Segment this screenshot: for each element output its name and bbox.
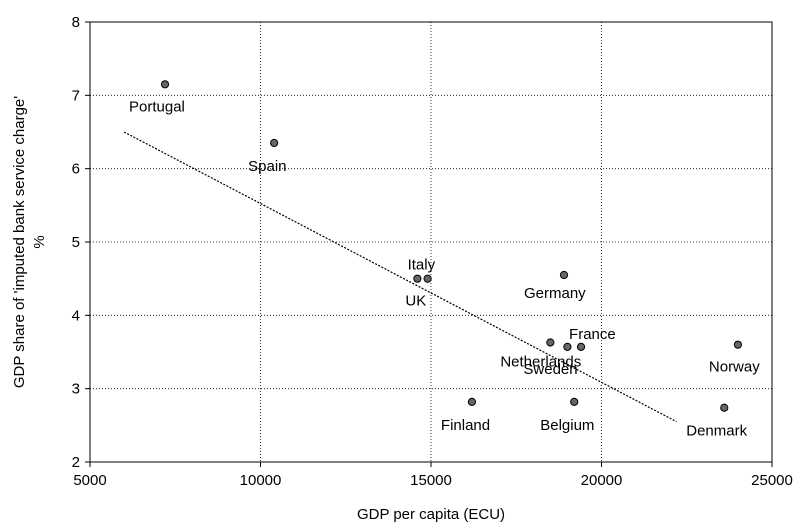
y-tick-label: 2 (72, 454, 80, 471)
point-label: Spain (248, 158, 286, 175)
x-tick-label: 15000 (410, 472, 452, 489)
data-point (576, 342, 586, 351)
y-tick-label: 5 (72, 234, 80, 251)
y-axis-title: GDP share of 'imputed bank service charg… (11, 96, 28, 388)
data-point (559, 270, 569, 280)
data-point (160, 80, 170, 89)
y-tick-label: 7 (72, 87, 80, 104)
data-point (733, 340, 743, 349)
y-tick-label: 6 (72, 161, 80, 178)
point-label: UK (405, 293, 426, 310)
point-label: Finland (441, 417, 490, 434)
y-axis-unit: % (31, 235, 48, 248)
grid-lines (90, 22, 772, 462)
point-label: Norway (709, 359, 760, 376)
axes: 5000 10000 15000 20000 25000 2 3 4 5 6 7 8 (72, 14, 793, 489)
x-axis-title: GDP per capita (ECU) (357, 506, 505, 523)
x-tick-label: 10000 (240, 472, 282, 489)
point-label: Germany (524, 285, 586, 302)
trend-line (123, 131, 677, 423)
data-point (546, 338, 555, 347)
data-point (720, 403, 729, 412)
x-tick-label: 25000 (751, 472, 793, 489)
x-tick-label: 5000 (73, 472, 106, 489)
point-label: Sweden (523, 361, 577, 378)
point-label: Denmark (686, 423, 747, 440)
data-point (570, 397, 579, 406)
data-point (270, 138, 279, 148)
data-point (563, 342, 572, 351)
y-tick-label: 8 (72, 14, 80, 31)
data-point (413, 274, 422, 283)
data-points (160, 80, 743, 412)
point-label: Portugal (129, 98, 185, 115)
point-labels: Portugal Spain Italy UK Germany France Netherl… (129, 98, 760, 439)
data-point (423, 274, 432, 283)
x-tick-label: 20000 (581, 472, 623, 489)
point-label: Belgium (540, 417, 594, 434)
y-tick-label: 3 (72, 381, 80, 398)
point-label: Italy (408, 257, 436, 274)
y-tick-label: 4 (72, 307, 80, 324)
data-point (467, 397, 477, 406)
point-label: Netherlands (500, 353, 581, 370)
point-label: France (569, 326, 616, 343)
